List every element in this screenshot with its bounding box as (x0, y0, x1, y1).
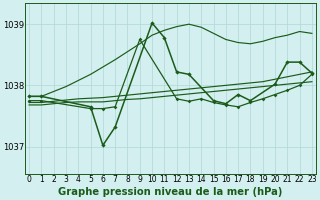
X-axis label: Graphe pression niveau de la mer (hPa): Graphe pression niveau de la mer (hPa) (58, 187, 283, 197)
